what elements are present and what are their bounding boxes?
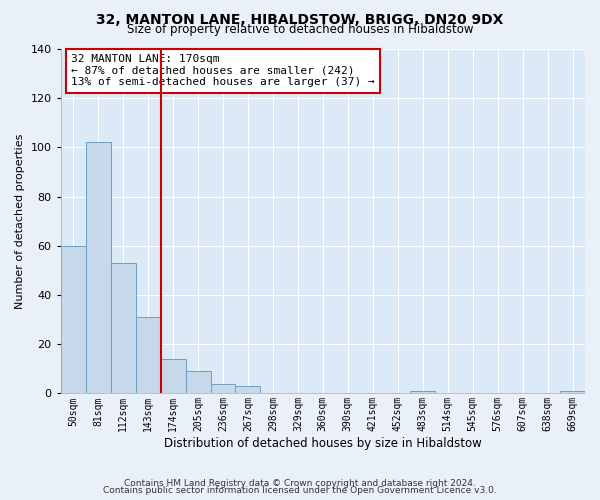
Y-axis label: Number of detached properties: Number of detached properties [15,134,25,309]
Text: Contains public sector information licensed under the Open Government Licence v3: Contains public sector information licen… [103,486,497,495]
Text: Contains HM Land Registry data © Crown copyright and database right 2024.: Contains HM Land Registry data © Crown c… [124,478,476,488]
Bar [110,263,136,394]
Bar [235,386,260,394]
Bar [161,359,185,394]
Bar [185,372,211,394]
Bar [61,246,86,394]
Bar [86,142,110,394]
Bar [410,391,435,394]
Bar [211,384,235,394]
Bar [560,391,585,394]
Text: Size of property relative to detached houses in Hibaldstow: Size of property relative to detached ho… [127,22,473,36]
X-axis label: Distribution of detached houses by size in Hibaldstow: Distribution of detached houses by size … [164,437,482,450]
Bar [136,317,161,394]
Text: 32, MANTON LANE, HIBALDSTOW, BRIGG, DN20 9DX: 32, MANTON LANE, HIBALDSTOW, BRIGG, DN20… [97,12,503,26]
Text: 32 MANTON LANE: 170sqm
← 87% of detached houses are smaller (242)
13% of semi-de: 32 MANTON LANE: 170sqm ← 87% of detached… [71,54,375,88]
